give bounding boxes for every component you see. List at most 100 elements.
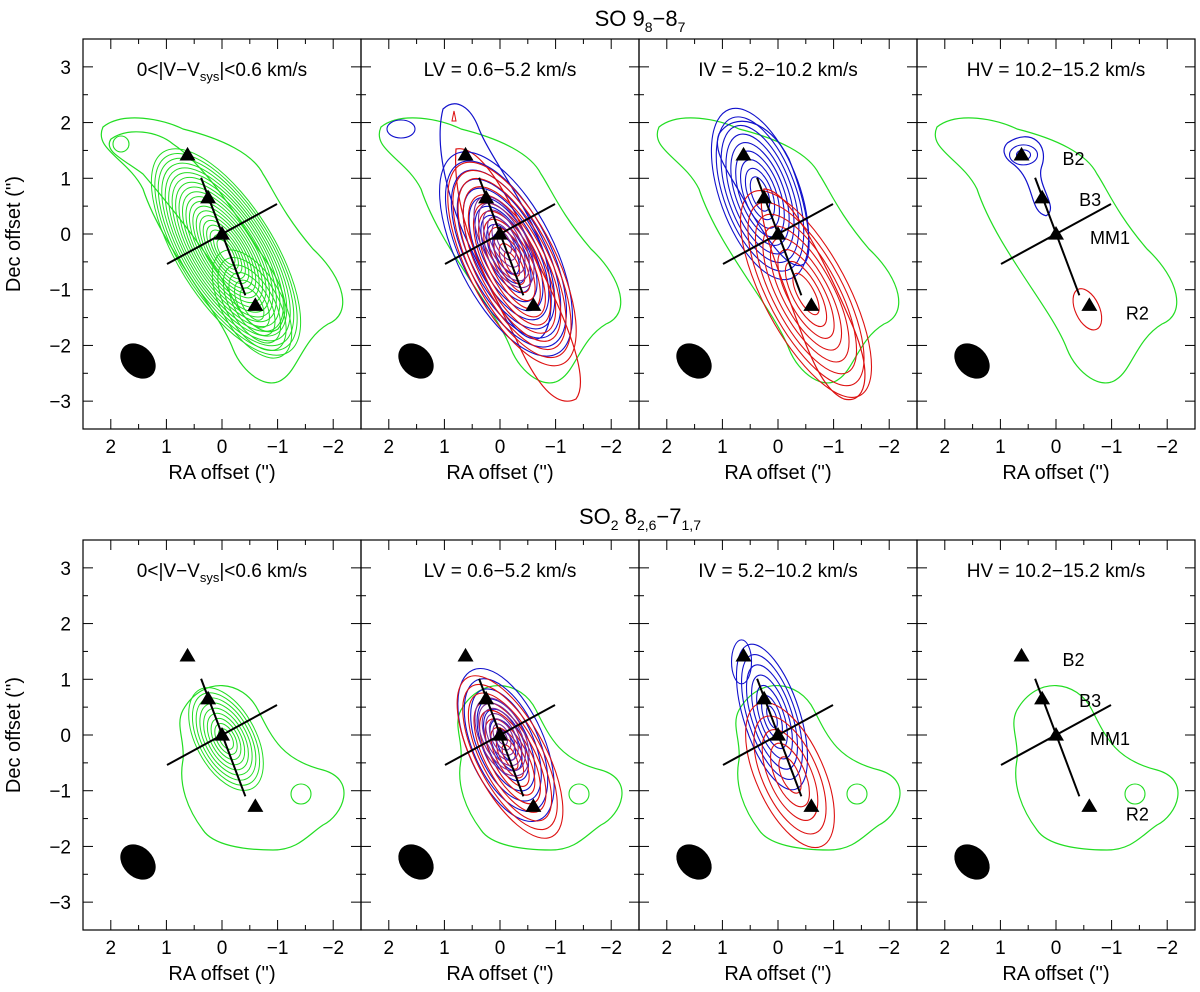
- x-tick-label: 0: [1051, 938, 1062, 959]
- purple-contour: [486, 216, 522, 268]
- red-contour: [762, 225, 850, 363]
- x-tick-label: −2: [1156, 437, 1178, 458]
- green-core-contour: [202, 219, 250, 285]
- green-knot-contour: [568, 783, 590, 805]
- x-tick-label: 0: [495, 938, 506, 959]
- y-tick-label: −3: [49, 392, 71, 413]
- beam-ellipse: [398, 343, 434, 379]
- green-core-contour: [192, 205, 260, 299]
- y-tick-label: 2: [60, 615, 71, 636]
- source-marker-b2: [1013, 146, 1030, 161]
- red-contour: [467, 194, 557, 334]
- blue-contour: [439, 151, 573, 357]
- green-core-contour: [164, 167, 288, 337]
- blue-contour: [444, 160, 568, 348]
- purple-contour: [482, 209, 526, 275]
- y-tick-label: −2: [49, 837, 71, 858]
- x-tick-label: 2: [662, 938, 673, 959]
- x-tick-label: 1: [717, 938, 728, 959]
- beam-ellipse: [676, 844, 712, 880]
- blue-outer-contour: [716, 120, 810, 267]
- outer-green-contour: [179, 685, 345, 851]
- red-contour: [452, 169, 572, 359]
- source-marker-mm1: [770, 727, 786, 741]
- outer-green-contour: [1013, 685, 1179, 851]
- source-marker-b3: [200, 189, 217, 204]
- green-core-contour: [199, 702, 253, 776]
- green-core-contour: [206, 712, 246, 766]
- x-tick-label: 2: [662, 437, 673, 458]
- source-label-mm1: MM1: [1090, 228, 1130, 248]
- green-core-contour: [203, 707, 249, 771]
- source-label-r2: R2: [1126, 303, 1149, 323]
- green-tail-contour: [211, 249, 293, 359]
- x-tick-label: 0: [773, 938, 784, 959]
- blue-hv-contour: [1003, 136, 1052, 217]
- beam-ellipse: [954, 844, 990, 880]
- green-core-contour: [178, 186, 274, 318]
- outer-green1-contour: [100, 117, 344, 384]
- x-tick-label: 1: [995, 938, 1006, 959]
- purple-contour: [485, 713, 519, 761]
- y-tick-label: 2: [60, 114, 71, 135]
- blue-contour: [730, 142, 790, 246]
- red-contour: [457, 177, 567, 351]
- green-core-contour: [209, 229, 243, 275]
- red-outer-contour: [454, 148, 582, 402]
- blue-b2-contour: [1008, 144, 1039, 166]
- x-tick-label: 0: [217, 437, 228, 458]
- green-knot-contour: [846, 783, 868, 805]
- velocity-range-label: 0<|V−Vsys|<0.6 km/s: [137, 60, 307, 84]
- red-contour: [753, 715, 827, 835]
- red-contour: [761, 729, 819, 821]
- source-marker-r2: [803, 798, 820, 812]
- panel-r2-c3: 2 1 0 −1 −2 RA offset ('') IV = 5.2−10.2 km/s: [638, 539, 918, 985]
- y-tick-label: 3: [60, 58, 71, 79]
- x-tick-label: 0: [495, 437, 506, 458]
- red-contour: [754, 213, 858, 375]
- source-marker-b2: [735, 647, 752, 662]
- y-tick-label: 0: [60, 726, 71, 747]
- x-tick-label: −1: [545, 437, 567, 458]
- x-axis-label: RA offset (''): [446, 462, 553, 484]
- source-label-b3: B3: [1079, 190, 1101, 210]
- x-tick-label: 1: [161, 437, 172, 458]
- x-axis-label: RA offset (''): [168, 462, 275, 484]
- purple-contour: [491, 223, 517, 261]
- green-core-contour: [157, 157, 295, 347]
- y-tick-label: 1: [60, 169, 71, 190]
- red-contour: [778, 756, 802, 794]
- blue-contour: [470, 688, 542, 802]
- source-marker-r2: [525, 297, 542, 311]
- y-tick-label: 0: [60, 225, 71, 246]
- red-contour: [456, 675, 564, 839]
- green-core-contour: [161, 162, 291, 342]
- y-tick-label: 3: [60, 559, 71, 580]
- green-tail-contour: [234, 279, 270, 329]
- red-contour: [769, 237, 843, 351]
- source-marker-b3: [200, 690, 217, 705]
- velocity-range-label: LV = 0.6−5.2 km/s: [424, 60, 577, 81]
- blue-contour: [710, 107, 810, 281]
- red-outer-contour: [760, 188, 866, 401]
- purple-contour: [481, 707, 523, 767]
- x-tick-label: 2: [106, 938, 117, 959]
- green-core-contour: [171, 176, 281, 328]
- panel-r1-c3: 2 1 0 −1 −2 RA offset ('') IV = 5.2−10.2 km/s: [638, 38, 918, 484]
- beam-ellipse: [676, 343, 712, 379]
- source-marker-b3: [478, 189, 495, 204]
- green-core-contour: [154, 153, 298, 351]
- source-marker-mm1: [214, 727, 230, 741]
- red-contour: [462, 186, 562, 342]
- velocity-range-label: 0<|V−Vsys|<0.6 km/s: [137, 561, 307, 585]
- blue-b2-contour: [730, 639, 753, 685]
- panel-contours: [730, 639, 901, 851]
- panel-r1-c1: 2 1 0 −1 −2 3 2 1 0 −1 −2 −3 RA offset ('') 0<|V−Vsys…: [49, 38, 362, 484]
- x-tick-label: 2: [106, 437, 117, 458]
- x-tick-label: −2: [600, 437, 622, 458]
- source-marker-r2: [1081, 798, 1098, 812]
- x-tick-label: −2: [322, 938, 344, 959]
- red-contour: [447, 161, 577, 367]
- source-marker-r2: [247, 798, 264, 812]
- panels-layer: 2 1 0 −1 −2 3 2 1 0 −1 −2 −3 RA offset ('') 0<|V−Vsys…: [49, 38, 1196, 985]
